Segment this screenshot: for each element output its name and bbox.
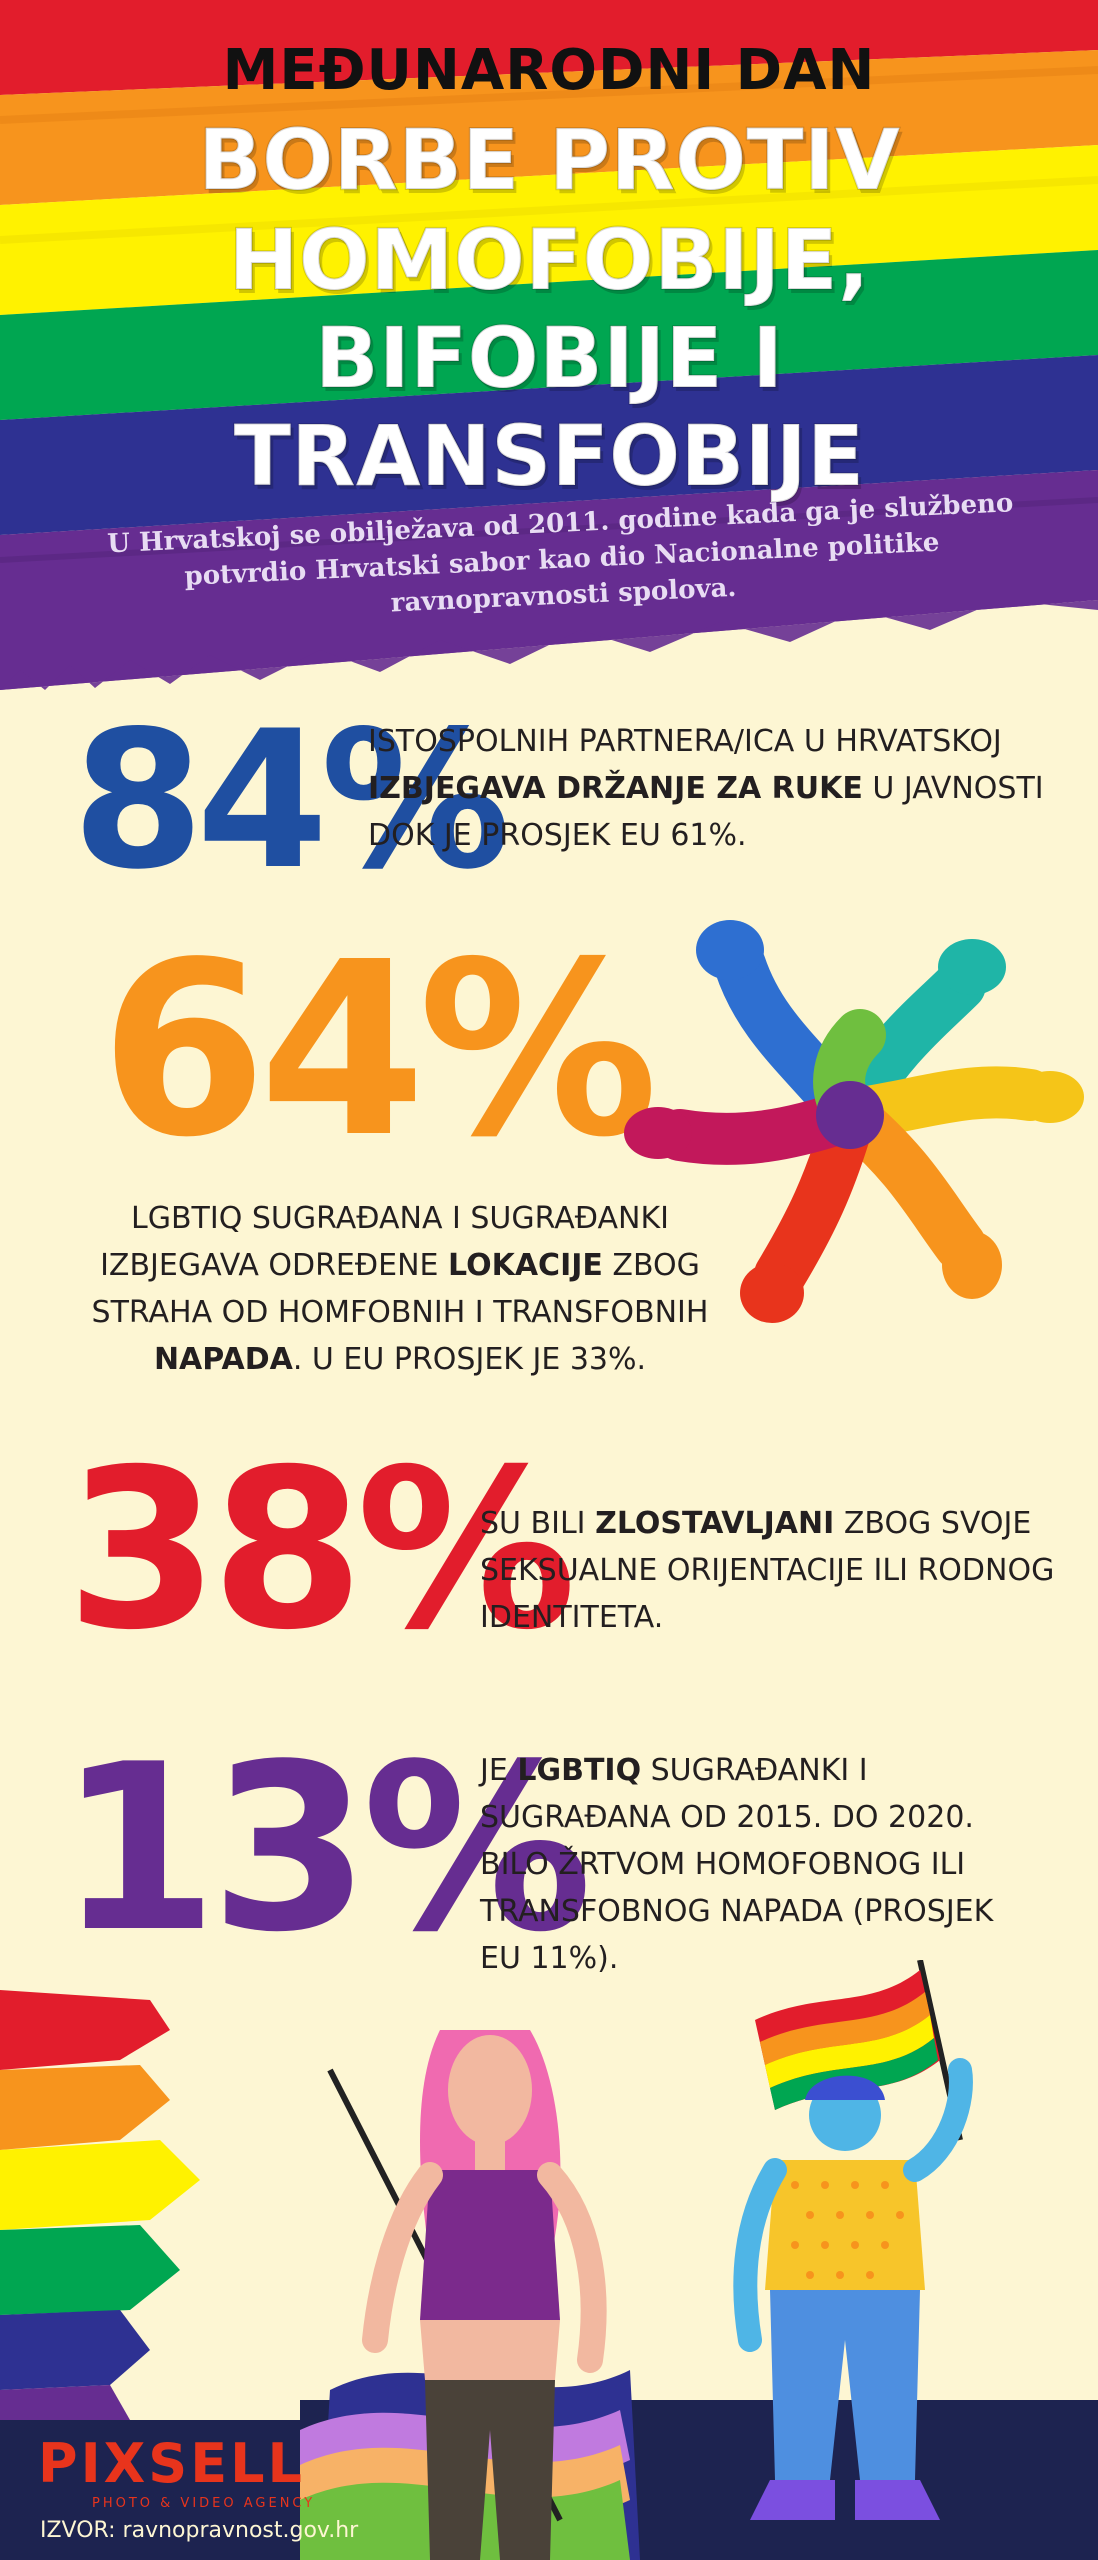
stat-2-percent: 64% xyxy=(100,910,658,1190)
title-line-1: MEĐUNARODNI DAN xyxy=(222,38,876,103)
stat-2-text-before: LGBTIQ SUGRAĐANA I SUGRAĐANKI IZBJEGAVA … xyxy=(100,1201,669,1283)
title-line-4: BIFOBIJE I xyxy=(314,309,784,407)
title-line-3: HOMOFOBIJE, xyxy=(227,211,870,309)
rainbow-hands-illustration xyxy=(624,920,1084,1323)
stat-1-description: ISTOSPOLNIH PARTNERA/ICA U HRVATSKOJ IZB… xyxy=(368,718,1068,859)
stat-1-text-after: U JAVNOSTI DOK JE PROSJEK EU 61%. xyxy=(368,771,1044,853)
stat-1-text-bold: IZBJEGAVA DRŽANJE ZA RUKE xyxy=(368,771,863,806)
stat-3-text-before: SU BILI xyxy=(480,1506,596,1541)
source-text: IZVOR: ravnopravnost.gov.hr xyxy=(40,2518,359,2543)
pixsell-tagline: PHOTO & VIDEO AGENCY xyxy=(92,2496,316,2511)
people-with-pride-flags-illustration xyxy=(300,1960,1098,2560)
stat-3-text-after: ZBOG SVOJE SEKSUALNE ORIJENTACIJE ILI RO… xyxy=(480,1506,1055,1635)
stat-4-text-before: JE xyxy=(480,1753,518,1788)
stat-2-text-bold-2: NAPADA xyxy=(153,1342,293,1377)
stat-2-text-middle: ZBOG STRAHA OD HOMFOBNIH I TRANSFOBNIH xyxy=(91,1248,709,1330)
title-line-5: TRANSFOBIJE xyxy=(233,407,866,505)
stat-3-text-bold: ZLOSTAVLJANI xyxy=(595,1506,835,1541)
stat-1-text-before: ISTOSPOLNIH PARTNERA/ICA U HRVATSKOJ xyxy=(368,724,1002,759)
stat-2-text-bold: LOKACIJE xyxy=(448,1248,603,1283)
stat-4-text-after: SUGRAĐANKI I SUGRAĐANA OD 2015. DO 2020.… xyxy=(480,1753,994,1976)
stat-4-description: JE LGBTIQ SUGRAĐANKI I SUGRAĐANA OD 2015… xyxy=(480,1747,1040,1982)
title-line-2: BORBE PROTIV xyxy=(197,111,901,209)
stat-1-percent: 84% xyxy=(72,690,511,911)
rainbow-header-background xyxy=(0,0,1098,720)
stat-4-text-bold: LGBTIQ xyxy=(517,1753,642,1788)
stat-2-description: LGBTIQ SUGRAĐANA I SUGRAĐANKI IZBJEGAVA … xyxy=(60,1195,740,1383)
stat-3-description: SU BILI ZLOSTAVLJANI ZBOG SVOJE SEKSUALN… xyxy=(480,1500,1060,1641)
stat-3-percent: 38% xyxy=(66,1422,577,1678)
stat-4-percent: 13% xyxy=(58,1716,593,1983)
stat-2-text-after: . U EU PROSJEK JE 33%. xyxy=(292,1342,647,1377)
rainbow-brush-strokes xyxy=(0,1990,300,2560)
pixsell-logo: PIXSELL xyxy=(38,2432,305,2495)
